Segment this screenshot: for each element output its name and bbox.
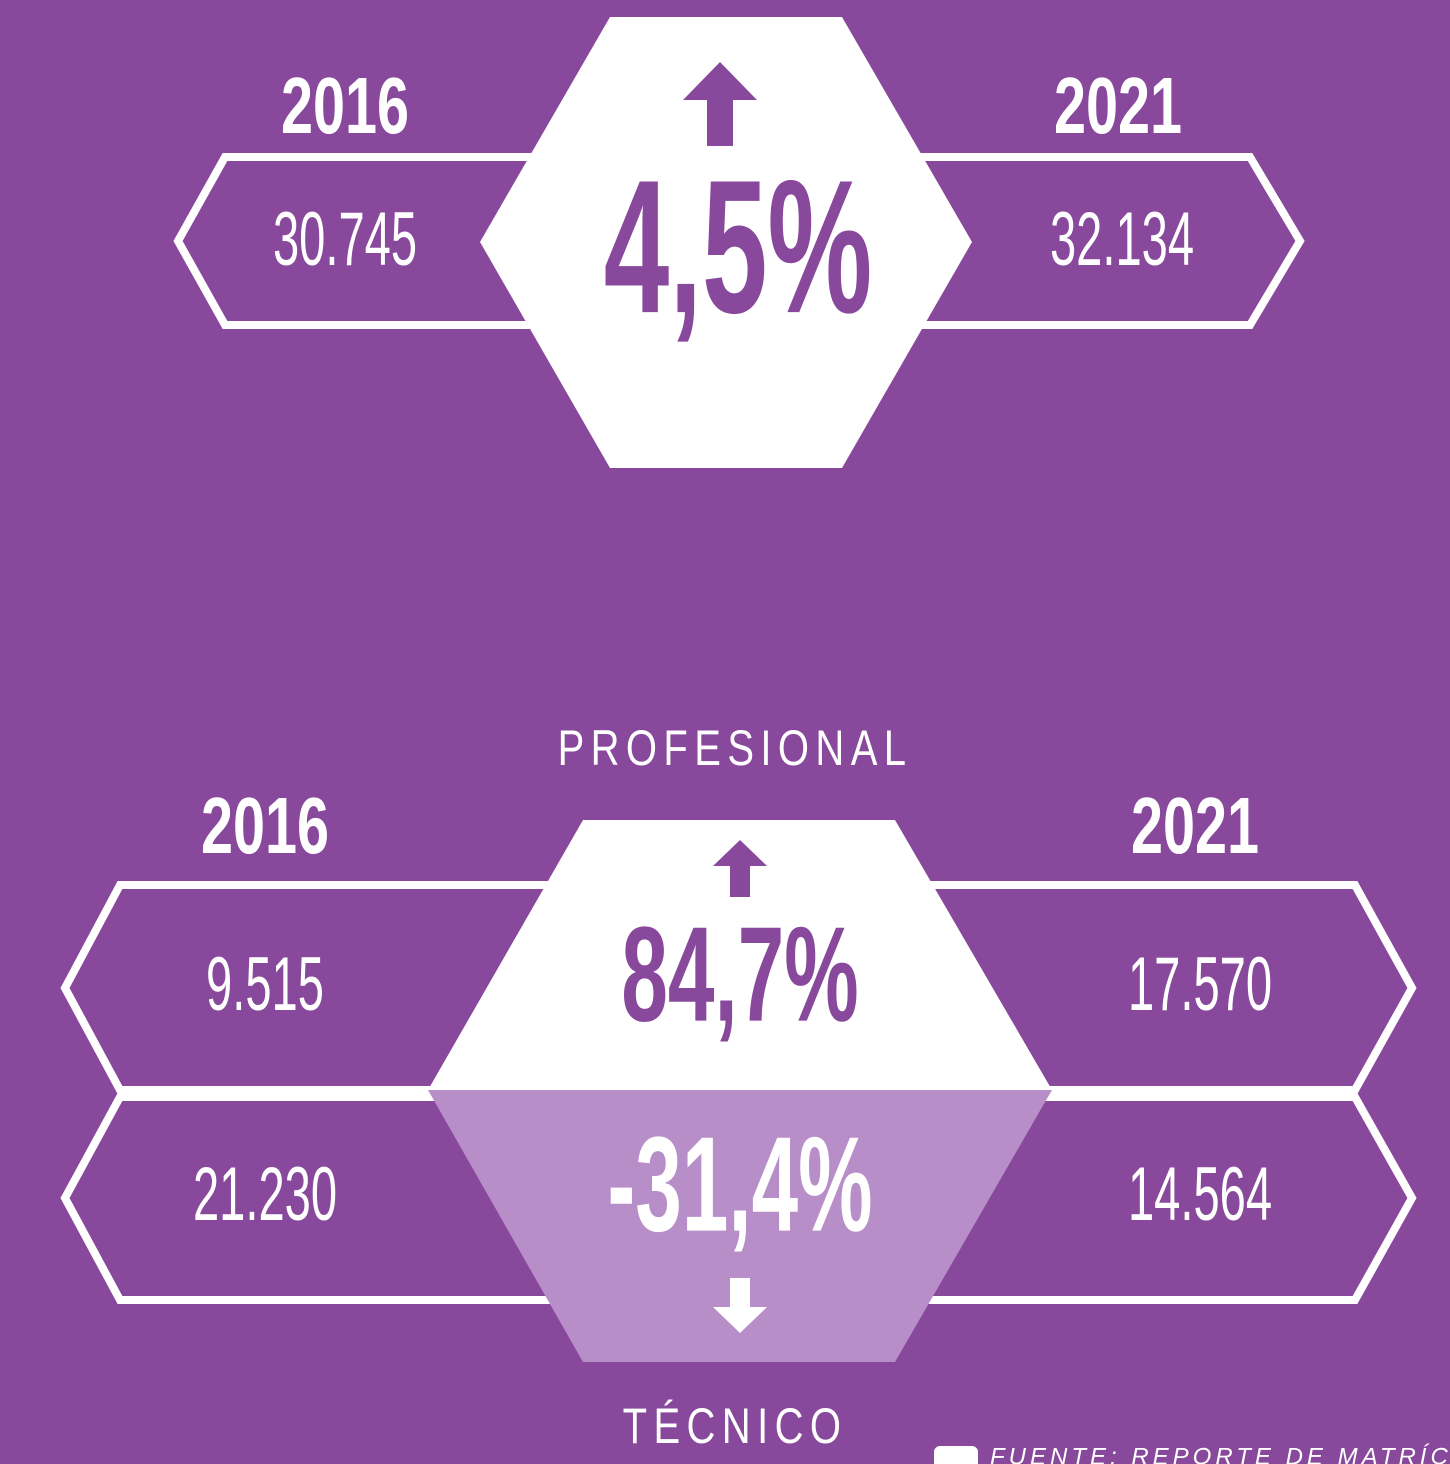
value-group: 17.570 <box>1128 943 1272 1027</box>
change: 4,5% <box>604 142 872 354</box>
change-tecnico: -31,4% <box>607 1108 872 1259</box>
year-right: 2021 <box>1054 61 1182 151</box>
value-right: 14.564 <box>1128 1153 1272 1237</box>
value-right: 32.134 <box>1050 198 1194 282</box>
down-arrow <box>713 1278 767 1333</box>
value-right: 17.570 <box>1128 943 1272 1027</box>
hexagon-top-half <box>428 820 1052 1090</box>
change-group: -31,4% <box>607 1108 872 1259</box>
value-group: 32.134 <box>1050 198 1194 282</box>
value-left: 21.230 <box>193 1153 337 1237</box>
value-group: 9.515 <box>206 943 324 1027</box>
left-box <box>60 881 564 1094</box>
year-group: 2016 <box>201 781 329 871</box>
year-left: 2016 <box>201 781 329 871</box>
source-icon <box>934 1446 978 1464</box>
label-group: TÉCNICO <box>623 1398 848 1454</box>
center-hexagon <box>480 17 972 468</box>
label-profesional: PROFESIONAL <box>558 720 913 776</box>
year-group: 2021 <box>1131 781 1259 871</box>
year-left: 2016 <box>281 61 409 151</box>
up-arrow <box>713 840 767 897</box>
change-profesional: 84,7% <box>621 898 858 1049</box>
label-group: PROFESIONAL <box>558 720 913 776</box>
value-left: 30.745 <box>273 198 417 282</box>
change-group: 4,5% <box>604 142 872 354</box>
up-arrow <box>683 62 757 146</box>
value-group: 21.230 <box>193 1153 337 1237</box>
value-group: 30.745 <box>273 198 417 282</box>
year-group: 2016 <box>281 61 409 151</box>
label-tecnico: TÉCNICO <box>623 1398 848 1454</box>
value-group: 14.564 <box>1128 1153 1272 1237</box>
value-left: 9.515 <box>206 943 324 1027</box>
year-group: 2021 <box>1054 61 1182 151</box>
source: FUENTE: REPORTE DE MATRÍCULA N <box>990 1443 1450 1464</box>
left-box <box>173 153 544 329</box>
year-right: 2021 <box>1131 781 1259 871</box>
change-group: 84,7% <box>621 898 858 1049</box>
hexagon-bottom-half <box>428 1090 1052 1362</box>
